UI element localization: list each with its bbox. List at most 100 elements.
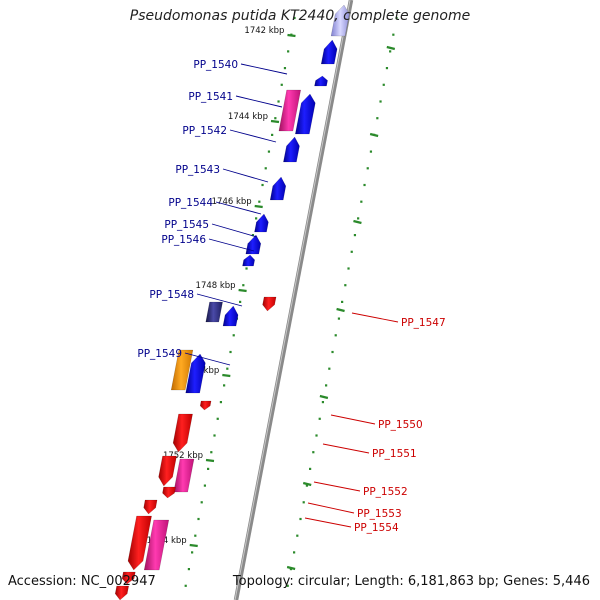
minor-tick: [293, 551, 296, 554]
gene-label-pp-1553: PP_1553: [357, 508, 402, 520]
gene-arrow: [242, 254, 255, 267]
minor-tick: [376, 117, 379, 120]
gene-arrow: [143, 499, 158, 515]
gene-label-pp-1541: PP_1541: [188, 91, 233, 103]
gene-arrow: [254, 213, 269, 233]
leader-line: [351, 312, 399, 323]
gene-arrow: [283, 136, 300, 163]
minor-tick: [197, 517, 200, 521]
gene-arrow: [205, 301, 223, 323]
major-tick: [302, 481, 312, 487]
minor-tick: [334, 334, 337, 337]
genome-backbone: [233, 0, 354, 600]
kbp-label: 1742 kbp: [244, 26, 284, 36]
gene-arrow: [170, 349, 194, 391]
minor-tick: [392, 33, 395, 36]
major-tick: [222, 373, 231, 378]
gene-label-pp-1548: PP_1548: [149, 289, 194, 301]
gene-arrow: [172, 413, 193, 453]
minor-tick: [207, 467, 210, 470]
genome-backbone-highlight: [234, 0, 351, 600]
gene-arrow: [262, 296, 277, 312]
minor-tick: [328, 367, 331, 370]
minor-tick: [213, 434, 216, 437]
gene-arrow: [320, 39, 338, 65]
gene-arrow: [294, 93, 316, 135]
minor-tick: [287, 50, 290, 53]
minor-tick: [357, 217, 360, 220]
minor-tick: [385, 67, 389, 70]
leader-line: [229, 129, 277, 143]
major-tick: [254, 204, 263, 209]
gene-arrow: [173, 458, 195, 493]
kbp-label: 1752 kbp: [163, 451, 203, 461]
minor-tick: [239, 300, 242, 303]
gene-label-pp-1550: PP_1550: [378, 419, 423, 431]
leader-line: [330, 414, 376, 425]
minor-tick: [200, 501, 203, 504]
gene-label-pp-1545: PP_1545: [164, 219, 209, 231]
gene-arrow: [278, 89, 302, 132]
gene-label-pp-1542: PP_1542: [182, 125, 227, 137]
minor-tick: [184, 584, 187, 587]
minor-tick: [271, 133, 274, 136]
minor-tick: [299, 517, 302, 521]
gene-label-pp-1540: PP_1540: [193, 59, 238, 71]
leader-line: [322, 443, 370, 454]
gene-labels: PP_1540 PP_1541 PP_1542 PP_1543 PP_1544 PP_15…: [137, 59, 445, 534]
gene-label-pp-1549: PP_1549: [137, 348, 182, 360]
minor-tick: [187, 568, 191, 571]
minor-tick: [267, 150, 271, 153]
major-tick: [238, 288, 247, 293]
minor-tick: [353, 234, 357, 237]
minor-tick: [341, 300, 344, 303]
gene-label-pp-1547: PP_1547: [401, 317, 446, 329]
gene-arrow: [314, 75, 328, 87]
gene-arrow: [158, 455, 177, 487]
gene-arrow: [114, 585, 130, 600]
minor-tick: [219, 401, 223, 404]
minor-tick: [255, 217, 258, 220]
leader-line: [211, 223, 258, 238]
gene-arrow: [245, 234, 262, 255]
leader-line: [304, 517, 352, 528]
minor-tick: [315, 434, 318, 437]
kbp-label: 1748 kbp: [196, 281, 236, 291]
minor-tick: [251, 234, 255, 237]
gene-label-pp-1551: PP_1551: [372, 448, 417, 460]
major-tick: [205, 458, 215, 463]
major-tick: [189, 543, 198, 548]
minor-tick: [347, 267, 350, 270]
minor-tick: [289, 568, 293, 571]
minor-tick: [280, 83, 283, 86]
minor-tick: [331, 350, 334, 354]
gene-arrow: [121, 571, 136, 585]
minor-tick: [216, 417, 219, 420]
gene-features: [114, 4, 350, 600]
minor-tick: [318, 417, 321, 420]
minor-tick: [286, 584, 289, 587]
minor-tick: [337, 317, 341, 320]
minor-tick: [261, 183, 264, 187]
minor-tick: [277, 100, 280, 103]
gene-arrow: [143, 519, 170, 571]
minor-tick: [395, 16, 398, 20]
topology-text: Topology: circular; Length: 6,181,863 bp…: [232, 574, 590, 589]
minor-tick: [382, 83, 385, 86]
leader-line: [208, 238, 255, 252]
minor-tick: [223, 384, 226, 387]
gene-label-pp-1544: PP_1544: [168, 197, 213, 209]
minor-tick: [274, 117, 277, 120]
accession-text: Accession: NC_002947: [8, 574, 156, 589]
left-tick-track: [184, 16, 296, 587]
minor-tick: [232, 334, 235, 337]
gene-label-pp-1543: PP_1543: [175, 164, 220, 176]
right-tick-track: [286, 16, 398, 587]
minor-tick: [369, 150, 373, 153]
gene-arrow: [222, 305, 239, 327]
minor-tick: [312, 451, 315, 454]
minor-tick: [363, 183, 366, 187]
minor-tick: [242, 284, 245, 287]
